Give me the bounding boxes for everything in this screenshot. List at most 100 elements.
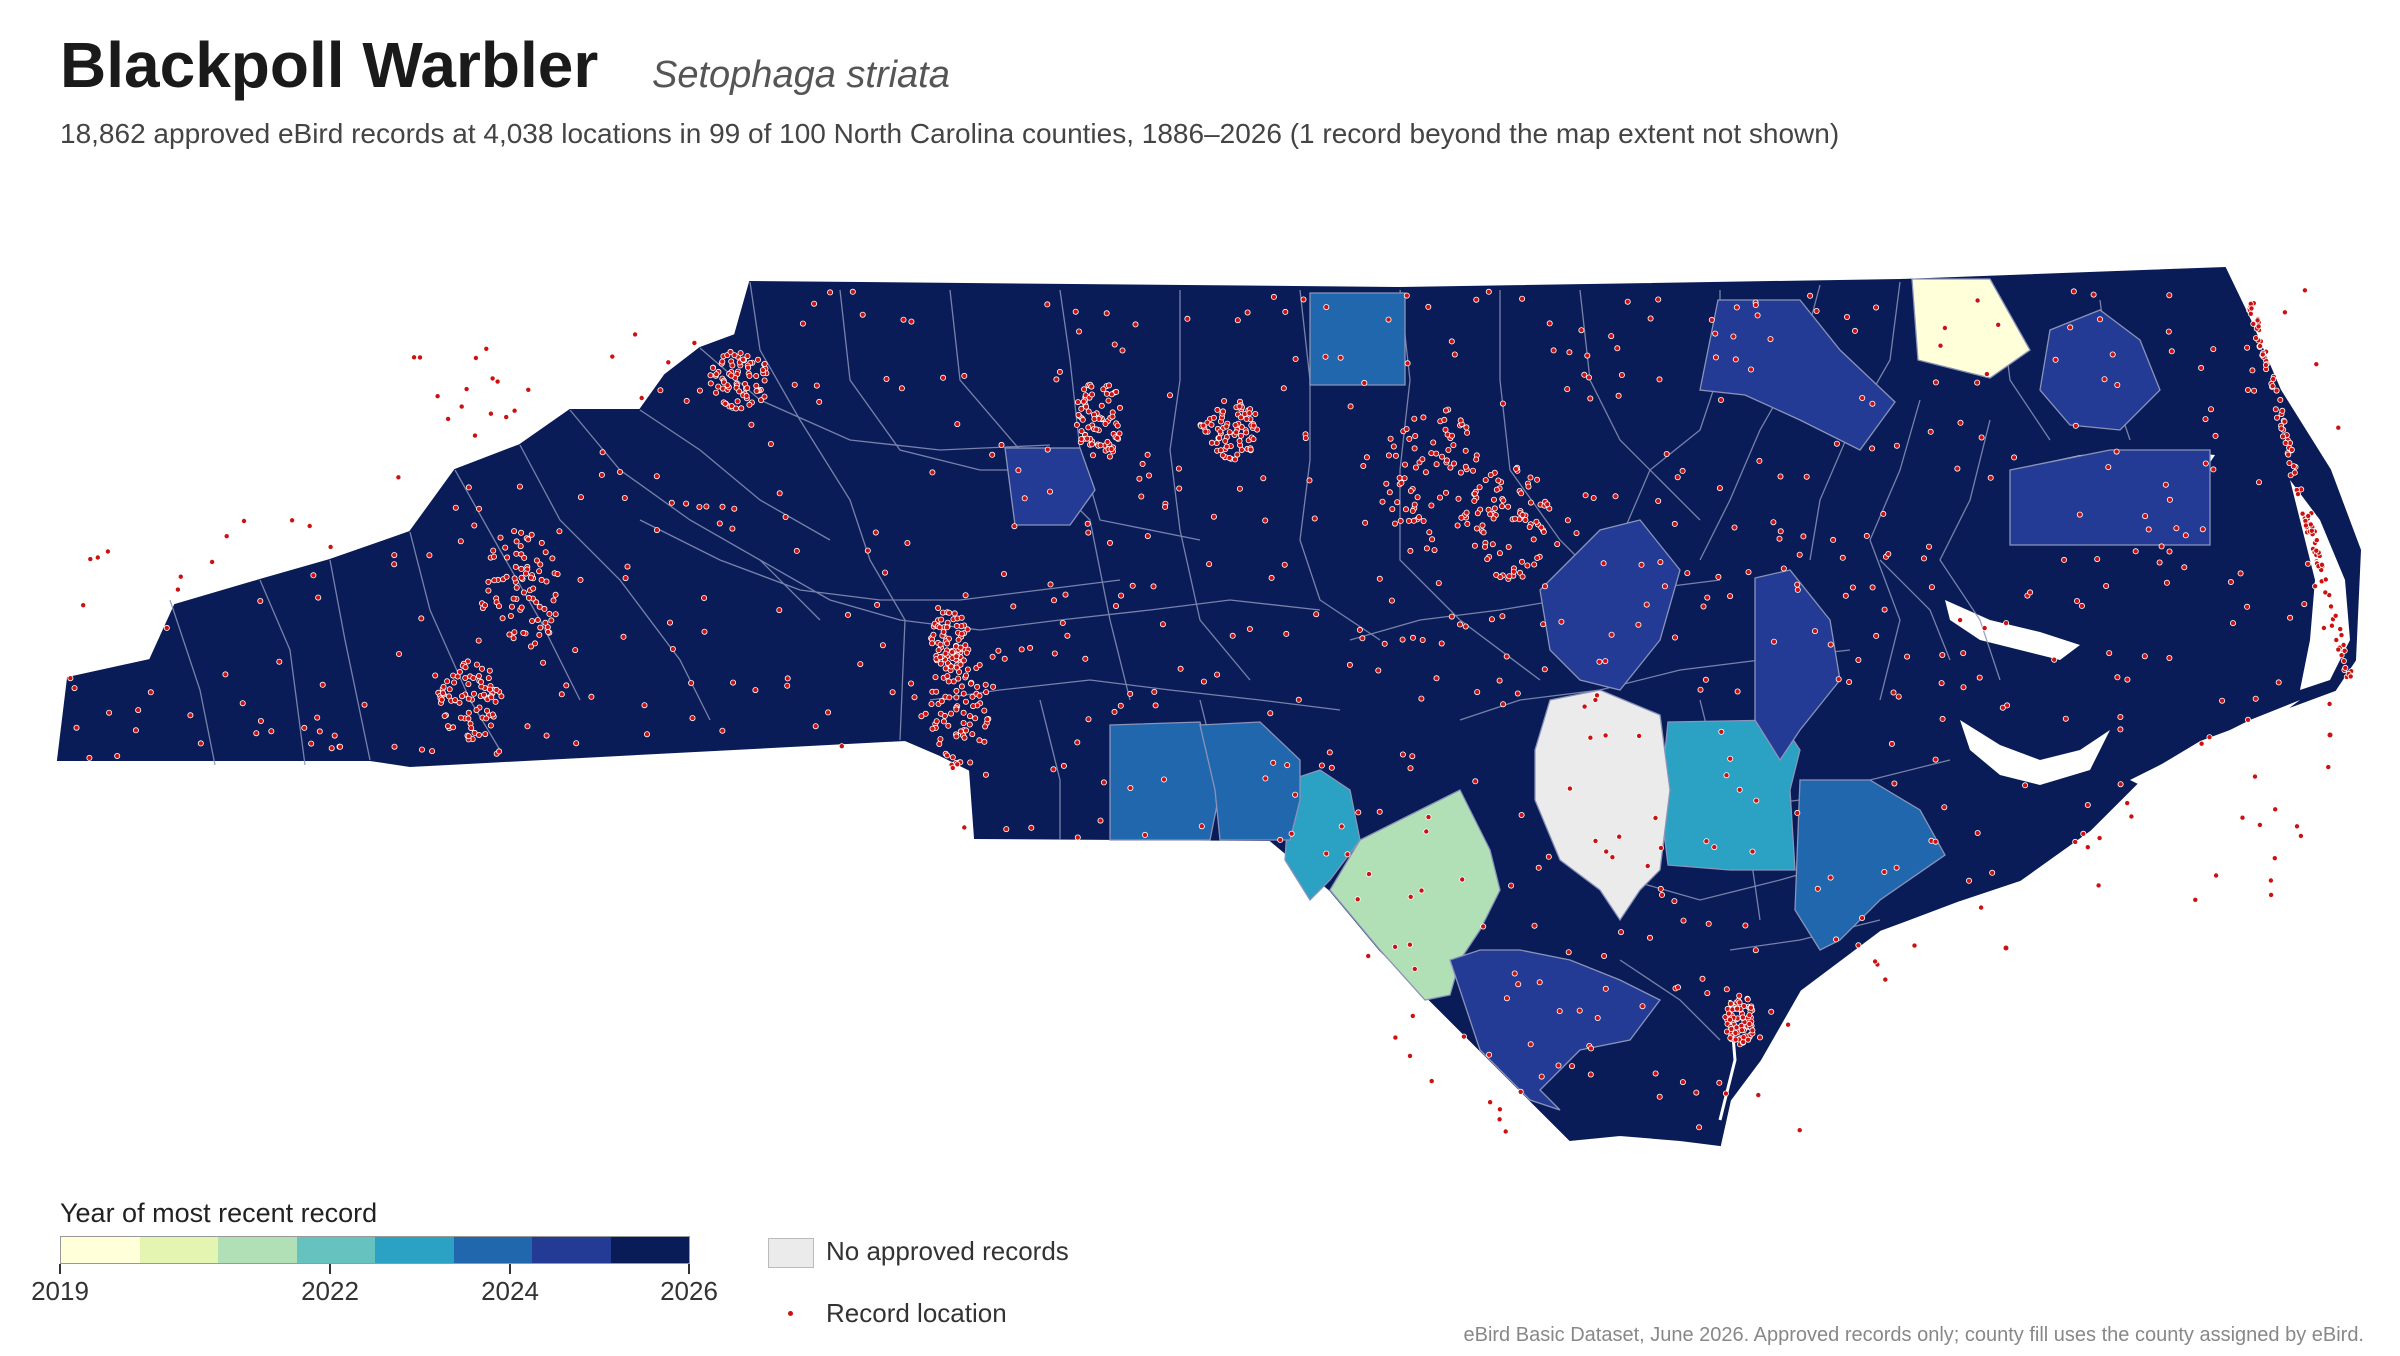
record-dot [1893,864,1900,871]
record-dot [1438,640,1445,647]
record-dot [2340,658,2347,665]
record-dot [2114,381,2121,388]
record-dot [1491,505,1498,512]
record-dot [540,659,547,666]
record-dot [2279,407,2286,414]
record-dot [1210,513,1217,520]
record-dot [745,364,752,371]
record-dot [1381,640,1388,647]
record-dot [1594,692,1601,699]
record-dot [1401,475,1408,482]
record-dot [475,505,482,512]
record-dot [1411,501,1418,508]
record-dot [470,675,477,682]
record-dot [734,398,741,405]
record-dot [1085,408,1092,415]
record-dot [1376,808,1383,815]
record-dot [2165,328,2172,335]
record-dot [239,700,246,707]
record-dot [2117,726,2124,733]
record-dot [2267,877,2274,884]
record-dot [1383,480,1390,487]
record-dot [2288,446,2295,453]
record-dot [2084,802,2091,809]
record-dot [470,690,477,697]
record-dot [1280,385,1287,392]
record-dot [1872,958,1879,965]
record-dot [716,520,723,527]
record-dot [1244,309,1251,316]
record-dot [1281,561,1288,568]
record-dot [1738,1027,1745,1034]
record-dot [2307,521,2314,528]
record-dot [1978,904,1985,911]
record-dot [1696,1124,1703,1131]
record-dot [1062,591,1069,598]
record-dot [439,690,446,697]
record-dot [2326,700,2333,707]
record-dot [1221,397,1228,404]
colorbar-segment [61,1237,140,1263]
record-dot [609,353,616,360]
record-dot [1974,297,1981,304]
record-dot [976,662,983,669]
record-dot [2322,589,2329,596]
record-dot [2239,814,2246,821]
record-dot [2078,602,2085,609]
record-dot [1727,1000,1734,1007]
record-dot [1089,391,1096,398]
county-2025-c [1539,519,1681,691]
offshore-record-dot [2327,732,2333,738]
record-dot [457,714,464,721]
record-dot [1450,442,1457,449]
record-dot [527,574,534,581]
record-dot [197,740,204,747]
record-dot [2287,614,2294,621]
record-dot [2181,564,2188,571]
record-dot [1932,379,1939,386]
record-dot [499,615,506,622]
record-dot [1716,1079,1723,1086]
record-dot [1428,502,1435,509]
colorbar-segment [453,1237,532,1263]
record-dot [1736,999,1743,1006]
record-dot [1584,352,1591,359]
record-dot [525,594,532,601]
record-dot [1732,1030,1739,1037]
record-dot [1833,440,1840,447]
record-dot [1392,520,1399,527]
record-dot [462,675,469,682]
record-dot [963,649,970,656]
record-dot [483,715,490,722]
record-dot [572,647,579,654]
record-dot [1282,308,1289,315]
record-dot [2163,579,2170,586]
colorbar-tick-label: 2022 [301,1276,359,1306]
record-dot [361,701,368,708]
record-dot [1533,518,1540,525]
record-dot [1566,349,1573,356]
record-dot [1586,374,1593,381]
record-dot [1288,830,1295,837]
record-dot [1217,447,1224,454]
record-dot [2173,525,2180,532]
record-dot [1639,1003,1646,1010]
record-dot [2273,414,2280,421]
record-dot [945,722,952,729]
record-dot [543,732,550,739]
record-dot [1491,496,1498,503]
record-dot [1757,1034,1764,1041]
record-dot [1855,657,1862,664]
record-dot [1966,877,1973,884]
record-dot [793,547,800,554]
record-dot [1457,417,1464,424]
record-dot [523,570,530,577]
record-dot [1718,728,1725,735]
record-dot [1392,943,1399,950]
record-dot [703,503,710,510]
record-dot [1727,1016,1734,1023]
record-dot [744,384,751,391]
record-dot [743,392,750,399]
record-dot [1419,456,1426,463]
record-dot [2312,583,2319,590]
